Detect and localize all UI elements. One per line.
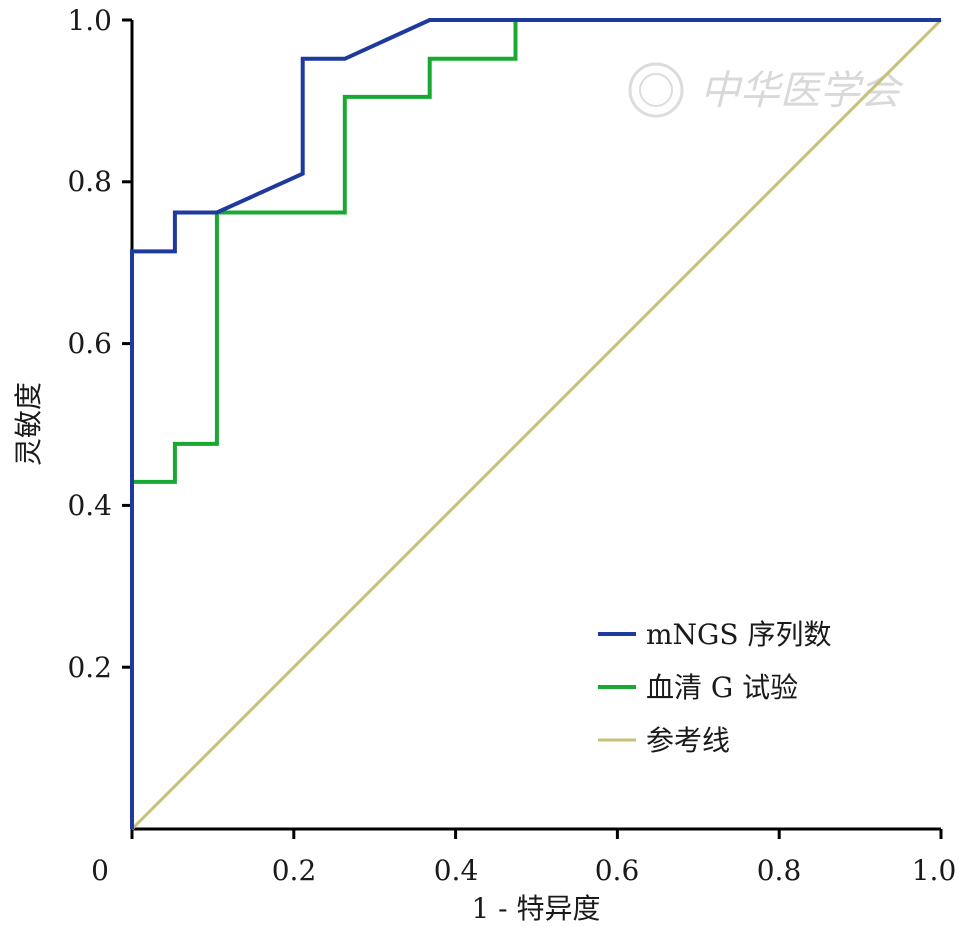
- x-tick-labels: 0 0.2 0.4 0.6 0.8 1.0: [91, 854, 956, 887]
- y-tick-label: 1.0: [67, 4, 112, 37]
- x-tick-label: 0.2: [272, 854, 317, 887]
- watermark: 中华医学会: [628, 62, 904, 118]
- legend-label-serum-g: 血清 G 试验: [646, 671, 798, 704]
- y-axis-title: 灵敏度: [12, 382, 45, 466]
- series-line-serum-g: [130, 18, 941, 829]
- x-tick-label: 0.4: [434, 854, 479, 887]
- x-axis-title: 1 - 特异度: [471, 892, 600, 925]
- x-tick-label: 0.8: [757, 854, 802, 887]
- y-tick-labels: 0.2 0.4 0.6 0.8 1.0: [67, 4, 112, 684]
- series-line-reference: [130, 18, 943, 831]
- y-tick-label: 0.6: [67, 327, 112, 360]
- x-tick-label: 0.6: [595, 854, 640, 887]
- watermark-seal-icon: [628, 62, 684, 118]
- series-line-mngs: [130, 18, 941, 829]
- x-tick-label: 0: [91, 854, 109, 887]
- y-tick-label: 0.2: [67, 651, 112, 684]
- y-tick-label: 0.4: [67, 489, 112, 522]
- watermark-text: 中华医学会: [700, 68, 904, 114]
- legend-label-reference: 参考线: [646, 724, 730, 757]
- series-layer: [130, 18, 943, 831]
- legend: mNGS 序列数 血清 G 试验 参考线: [598, 618, 832, 757]
- x-tick-label: 1.0: [912, 854, 957, 887]
- y-tick-label: 0.8: [67, 165, 112, 198]
- legend-label-mngs: mNGS 序列数: [646, 618, 832, 651]
